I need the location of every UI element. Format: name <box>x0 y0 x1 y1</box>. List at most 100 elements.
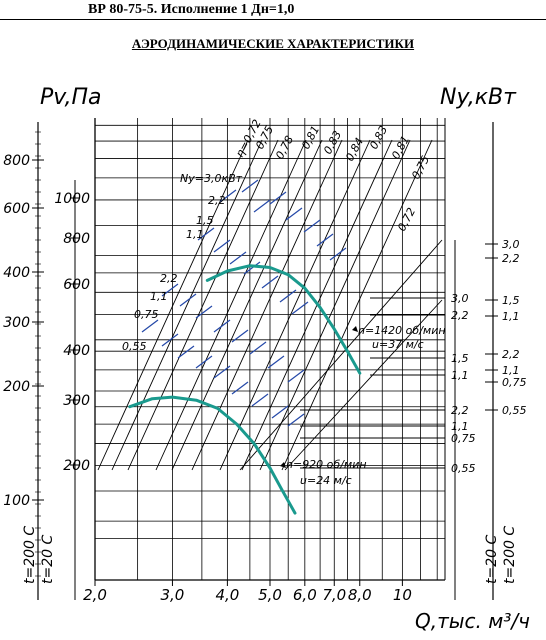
system-line <box>239 239 443 471</box>
grid <box>32 118 498 600</box>
power-label-upper: 1,1 <box>186 228 204 241</box>
curve-annotation-n: n=920 об/мин <box>286 458 367 471</box>
left-tick-label: 100 <box>3 493 30 509</box>
x-tick-label: 5,0 <box>258 586 282 604</box>
power-tick <box>251 393 269 407</box>
temp-label-right-2: t=20 C <box>484 535 500 584</box>
chart-subtitle: АЭРОДИНАМИЧЕСКИЕ ХАРАКТЕРИСТИКИ <box>131 36 415 51</box>
right-low-label: 2,2 <box>451 404 469 417</box>
right-tick-label-2: 0,55 <box>502 404 527 417</box>
x-tick-label: 8,0 <box>348 586 372 604</box>
right-tick-label: 3,0 <box>502 238 520 251</box>
right-mid-label: 2,2 <box>451 309 469 322</box>
power-tick <box>195 355 213 369</box>
temp-label-left-2: t=20 C <box>40 535 56 584</box>
power-tick <box>249 341 267 355</box>
efficiency-line <box>191 139 343 471</box>
power-tick <box>269 191 287 205</box>
y-axis-right-label: Ny,кВт <box>440 85 517 110</box>
left-inner-tick-label: 1000 <box>54 191 90 207</box>
power-tick <box>161 283 179 297</box>
labels: 2,0 3,0 4,0 5,0 6,0 7,0 8,0 10 800 600 400 300 200 10… <box>3 85 530 633</box>
pressure-curve <box>205 264 362 375</box>
efficiency-line <box>155 139 307 471</box>
power-tick <box>329 247 347 261</box>
right-mid-label: 1,1 <box>451 369 469 382</box>
system-line <box>284 299 443 471</box>
efficiency-line <box>127 139 279 471</box>
power-tick <box>267 355 285 369</box>
right-low-label: 1,1 <box>451 420 469 433</box>
power-tick <box>219 189 237 203</box>
left-tick-label: 200 <box>3 379 30 395</box>
curves <box>128 264 362 515</box>
power-tick <box>231 381 249 395</box>
power-tick <box>243 261 261 275</box>
power-label-lower: 2,2 <box>160 272 178 285</box>
left-inner-tick-label: 400 <box>63 343 90 359</box>
efficiency-line <box>219 139 371 471</box>
left-inner-tick-label: 300 <box>63 393 90 409</box>
power-tick <box>241 179 259 193</box>
left-tick-label: 600 <box>3 201 30 217</box>
power-tick <box>261 275 279 289</box>
right-low-label: 0,55 <box>451 462 476 475</box>
power-tick <box>229 251 247 265</box>
power-label-lower: 0,55 <box>122 340 147 353</box>
power-label-upper: 1,5 <box>196 214 214 227</box>
efficiency-label: 0,84 <box>343 136 366 164</box>
x-axis-label: Q,тыс. м³/ч <box>415 609 530 633</box>
efficiency-line <box>171 139 323 471</box>
efficiency-label: 0,83 <box>367 124 390 152</box>
efficiency-label: 0,72 <box>395 206 418 234</box>
power-tick <box>195 305 213 319</box>
power-tick <box>141 319 159 333</box>
left-tick-label: 400 <box>3 265 30 281</box>
left-tick-label: 300 <box>3 315 30 331</box>
right-tick-label: 2,2 <box>502 252 520 265</box>
efficiency-label: 0,78 <box>273 134 296 162</box>
arrow-marker <box>352 326 358 332</box>
pressure-curve <box>128 395 297 515</box>
power-tick <box>291 301 309 315</box>
efficiency-line <box>97 139 249 471</box>
curve-annotation-u: u=37 м/с <box>372 338 424 351</box>
power-tick <box>213 365 231 379</box>
right-low-label: 0,75 <box>451 432 476 445</box>
efficiency-line <box>259 139 411 471</box>
power-ticks <box>141 179 347 427</box>
power-tick <box>279 289 297 303</box>
power-tick <box>271 405 289 419</box>
power-tick <box>197 227 215 241</box>
power-tick <box>287 413 305 427</box>
power-label-lower: 1,1 <box>150 290 168 303</box>
curve-annotation-u: u=24 м/с <box>300 474 352 487</box>
left-tick-label: 800 <box>3 153 30 169</box>
x-tick-label: 4,0 <box>215 586 239 604</box>
power-tick <box>177 345 195 359</box>
right-tick-label-2: 1,1 <box>502 364 520 377</box>
efficiency-line <box>111 139 263 471</box>
left-inner-tick-label: 600 <box>63 277 90 293</box>
power-tick <box>161 333 179 347</box>
power-tick <box>231 329 249 343</box>
right-tick-label-2: 2,2 <box>502 348 520 361</box>
power-label-upper: 2,2 <box>208 194 226 207</box>
left-inner-tick-label: 800 <box>63 231 90 247</box>
power-tick <box>287 369 305 383</box>
temp-label-left-1: t=200 C <box>22 526 38 584</box>
header-title: ВР 80-75-5. Исполнение 1 Дн=1,0 <box>0 0 546 20</box>
efficiency-label: 0,81 <box>389 134 412 162</box>
x-tick-label: 7,0 <box>322 586 346 604</box>
left-inner-tick-label: 200 <box>63 458 90 474</box>
power-tick <box>179 293 197 307</box>
x-tick-label: 10 <box>393 586 412 604</box>
right-mid-label: 1,5 <box>451 352 469 365</box>
curve-annotation-n: n=1420 об/мин <box>358 324 446 337</box>
power-label-upper: Ny=3,0кВт <box>180 172 243 185</box>
power-tick <box>213 239 231 253</box>
x-tick-label: 2,0 <box>83 586 107 604</box>
power-tick <box>253 199 271 213</box>
y-axis-left-label: Pv,Па <box>40 85 102 110</box>
